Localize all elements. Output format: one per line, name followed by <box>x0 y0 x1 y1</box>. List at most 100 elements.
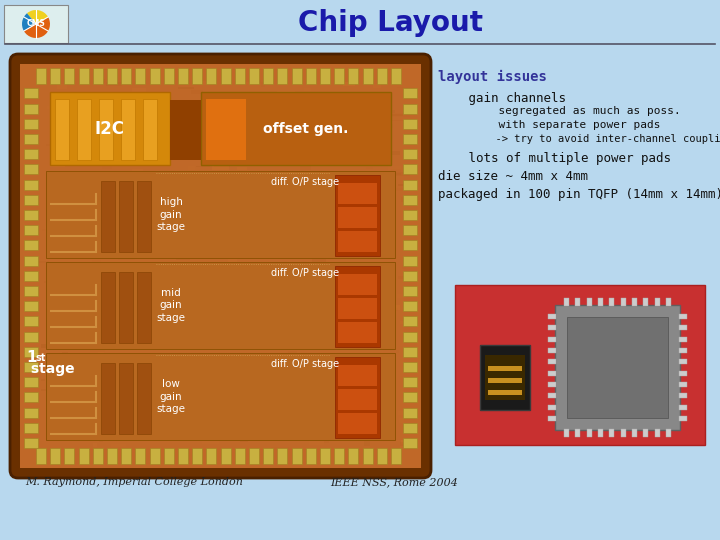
Bar <box>302 187 317 190</box>
Bar <box>214 158 228 162</box>
Bar <box>92 260 102 263</box>
Bar <box>158 281 170 284</box>
Bar <box>127 136 140 139</box>
Bar <box>84 154 96 157</box>
Wedge shape <box>27 10 48 24</box>
Bar <box>227 227 235 228</box>
Bar <box>480 345 530 410</box>
Bar <box>242 335 246 338</box>
Bar <box>189 296 194 300</box>
Bar <box>398 278 402 281</box>
Bar <box>185 240 199 243</box>
Bar <box>388 166 401 170</box>
Bar <box>132 169 143 173</box>
Bar <box>323 308 326 311</box>
Bar <box>224 331 242 335</box>
Bar <box>354 99 361 101</box>
Bar <box>362 430 377 432</box>
Bar <box>24 301 38 311</box>
Bar <box>403 149 417 159</box>
Bar <box>55 171 58 175</box>
Bar <box>24 89 38 98</box>
Bar <box>632 298 637 306</box>
Bar <box>200 246 206 249</box>
Bar <box>146 309 155 313</box>
Bar <box>265 131 268 134</box>
Bar <box>227 266 238 269</box>
Bar <box>119 181 133 252</box>
Bar <box>24 104 38 113</box>
Bar <box>288 350 297 353</box>
Bar <box>107 68 117 84</box>
Bar <box>335 266 380 347</box>
Bar <box>364 441 369 446</box>
Bar <box>377 448 387 464</box>
Text: 1: 1 <box>26 350 37 365</box>
Bar <box>264 448 273 464</box>
Bar <box>120 182 136 184</box>
Bar <box>363 68 373 84</box>
Bar <box>249 68 259 84</box>
Bar <box>235 448 245 464</box>
Bar <box>364 362 369 366</box>
Bar <box>46 258 54 260</box>
Bar <box>48 140 52 142</box>
Bar <box>73 178 77 183</box>
Bar <box>383 302 400 306</box>
Bar <box>170 100 201 160</box>
Bar <box>66 224 84 228</box>
Bar <box>316 136 320 140</box>
Text: gain channels: gain channels <box>446 92 566 105</box>
Bar <box>36 448 46 464</box>
Bar <box>54 298 62 302</box>
Bar <box>387 124 393 128</box>
Bar <box>138 388 145 390</box>
Bar <box>316 158 320 161</box>
Bar <box>167 402 173 404</box>
Bar <box>75 335 86 336</box>
Bar <box>24 119 38 129</box>
Bar <box>84 117 101 120</box>
Bar <box>342 382 351 385</box>
Bar <box>311 119 318 121</box>
Bar <box>48 370 61 376</box>
Bar <box>138 278 143 281</box>
Bar <box>400 443 403 449</box>
Bar <box>220 208 235 213</box>
Bar <box>343 82 354 86</box>
Bar <box>341 343 344 348</box>
Bar <box>341 427 351 431</box>
Bar <box>370 372 382 375</box>
Bar <box>64 273 72 274</box>
Bar <box>174 276 179 277</box>
Bar <box>204 372 212 375</box>
Bar <box>81 104 98 105</box>
Bar <box>191 90 203 94</box>
Bar <box>214 239 232 242</box>
Bar <box>24 225 38 235</box>
Bar <box>155 179 164 183</box>
Bar <box>50 92 170 165</box>
Bar <box>292 448 302 464</box>
Bar <box>132 126 146 131</box>
Bar <box>57 107 73 110</box>
Bar <box>292 68 302 84</box>
Bar <box>150 448 160 464</box>
Bar <box>51 248 69 253</box>
Bar <box>679 394 687 399</box>
Bar <box>89 348 105 352</box>
Bar <box>24 316 38 326</box>
Bar <box>302 303 308 307</box>
Bar <box>297 383 305 386</box>
Bar <box>340 195 352 198</box>
Bar <box>115 147 126 149</box>
Bar <box>126 415 137 420</box>
Bar <box>384 305 400 309</box>
Bar <box>403 332 417 342</box>
Bar <box>148 265 161 270</box>
Bar <box>184 111 196 112</box>
Bar <box>354 185 370 190</box>
Bar <box>49 299 66 302</box>
Bar <box>372 238 381 241</box>
Bar <box>234 338 238 341</box>
